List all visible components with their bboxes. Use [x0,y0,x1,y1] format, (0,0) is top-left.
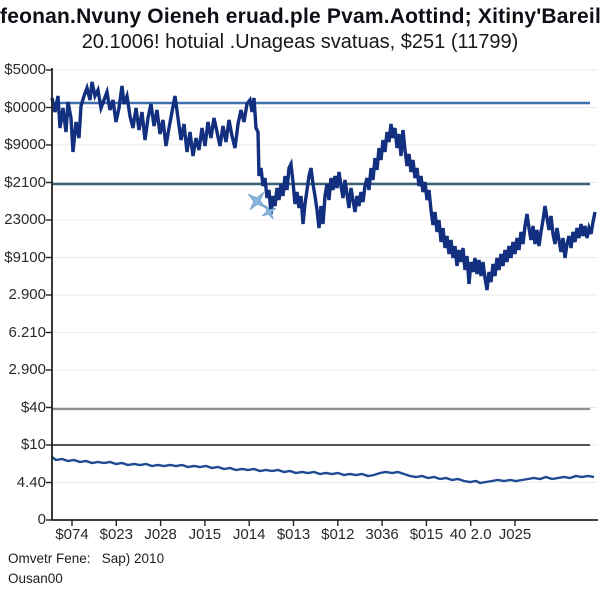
x-axis-label: $013 [276,526,311,543]
series-lower-panel-line [51,456,595,485]
x-axis-label: J014 [232,526,266,543]
y-axis-label: 2.900 [8,286,46,303]
chart-subtitle: 20.1006! hotuial .Unageas svatuas, $251 … [81,31,519,53]
x-axis-label: $012 [321,526,355,543]
x-axis-label: 3036 [365,526,399,543]
y-axis-label: 2.900 [8,361,46,378]
y-axis-label: $9000 [4,136,46,153]
sparkle-stars-icon [247,191,267,211]
chart-title: feonan.Nvuny Oieneh eruad.ple Pvam.Aotti… [0,5,600,28]
x-axis-label: $023 [99,526,133,543]
sparkle-stars-icon [261,204,277,220]
y-axis-label: 4.40 [16,473,46,491]
y-axis-label: 6.210 [8,323,46,341]
y-axis-label: $9100 [4,248,46,266]
y-axis-label: $5000 [4,61,46,78]
x-axis-label: $074 [55,526,89,543]
y-axis-label: 0 [37,511,46,528]
y-axis-label: $0000 [4,98,46,116]
footer-source-line: Omvetr Fene: Sap) 2010 [8,551,165,566]
x-axis-label: J028 [144,526,177,543]
y-axis-label: 23000 [4,211,46,228]
x-axis-label: J015 [188,526,222,543]
y-axis-label: $2100 [4,173,46,191]
x-axis-label: J025 [498,526,532,543]
y-axis-label: $40 [20,398,46,416]
series-price [50,81,597,291]
y-axis-label: $10 [20,436,46,453]
footer-note-line: Ousan00 [8,571,63,586]
x-axis-label: 40 2.0 [449,526,492,543]
x-axis-label: $015 [409,526,444,543]
